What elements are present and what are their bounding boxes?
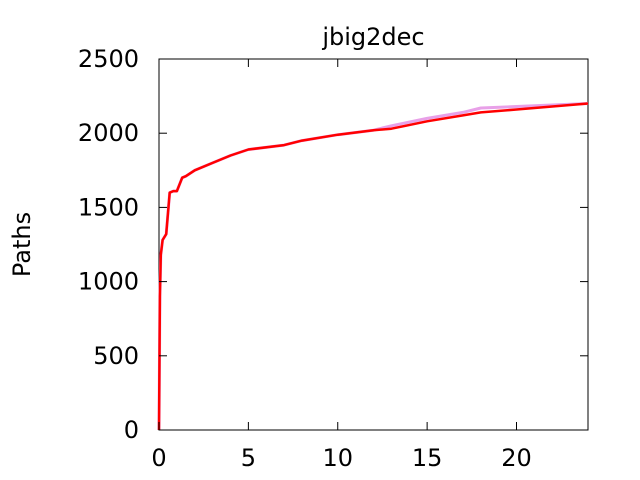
y-tick-label: 500	[93, 342, 139, 370]
x-tick-label: 0	[151, 444, 166, 472]
series-line-1	[157, 102, 589, 431]
y-tick-label: 1500	[78, 193, 139, 221]
y-tick-label: 1000	[78, 268, 139, 296]
x-tick-label: 20	[501, 444, 532, 472]
y-tick-label: 2500	[78, 45, 139, 73]
series-layer	[157, 102, 589, 431]
x-tick-label: 10	[322, 444, 353, 472]
y-tick-label: 0	[124, 416, 139, 444]
x-tick-label: 15	[412, 444, 443, 472]
chart-title: jbig2dec	[321, 23, 424, 51]
plot-axes	[158, 58, 589, 431]
x-tick-label: 5	[241, 444, 256, 472]
tick-layer: 0 5 10 15 20 0 500 1000 1500 2000 2500	[78, 45, 588, 472]
y-tick-label: 2000	[78, 119, 139, 147]
series-line-2	[157, 102, 589, 431]
plot-frame	[158, 58, 589, 431]
y-axis-label: Paths	[8, 212, 36, 277]
